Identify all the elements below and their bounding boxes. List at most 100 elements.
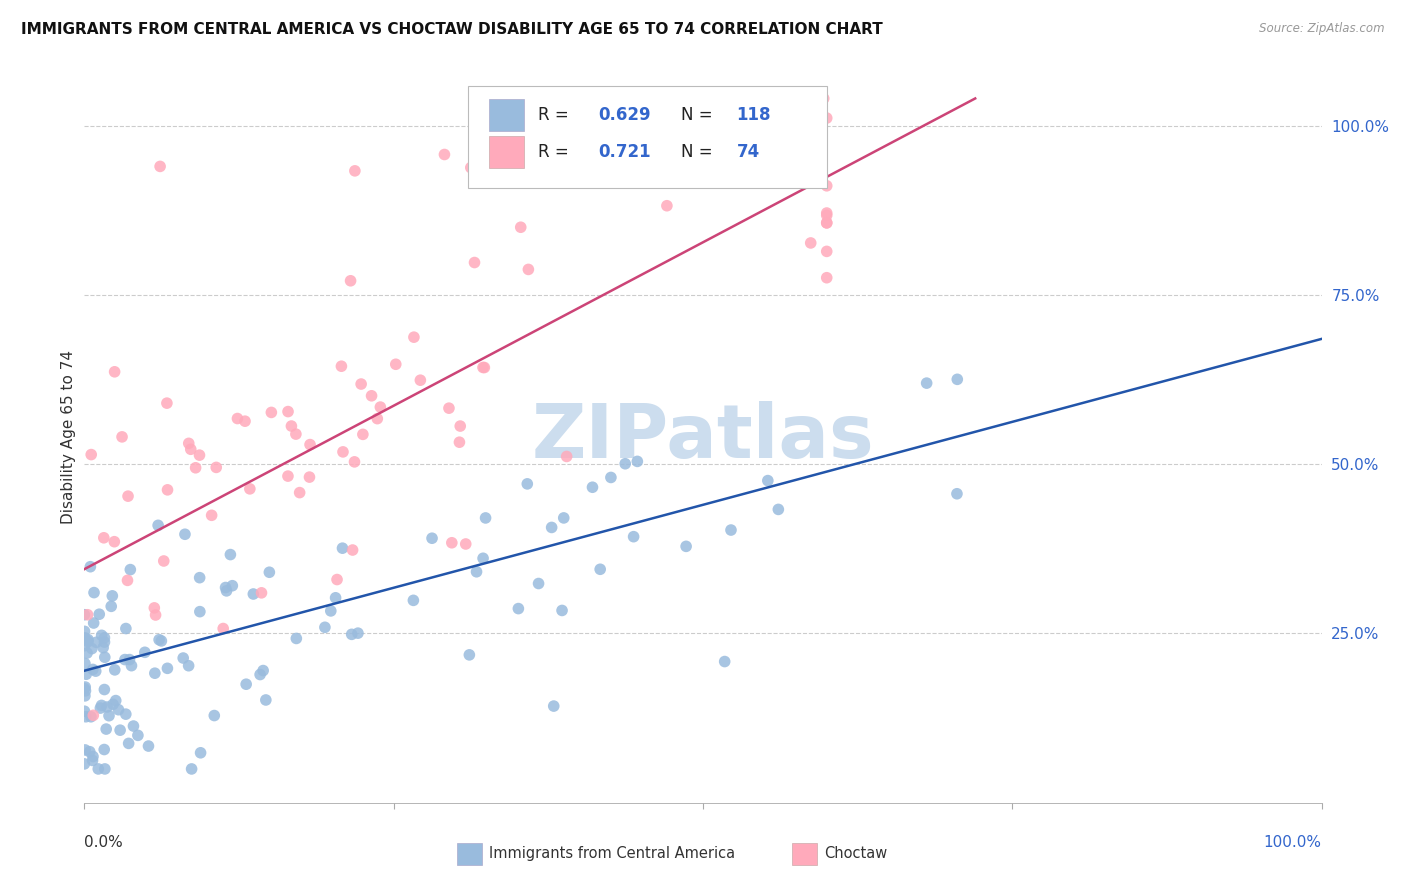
Point [115,622,138,636]
Text: 0.721: 0.721 [598,143,651,161]
Point [339,274,361,288]
Point [80,641,103,656]
Point [342,543,364,558]
Point [174,527,197,541]
Point [82,749,104,764]
Point [540,520,562,534]
Point [73,639,96,653]
Text: Immigrants from Central America: Immigrants from Central America [489,847,735,861]
Point [239,482,262,496]
Point [233,414,256,428]
Point [815,270,838,285]
Point [93,631,115,645]
Point [104,663,127,677]
Point [156,483,179,497]
Point [117,736,139,750]
Point [284,427,307,442]
Point [332,445,354,459]
Point [543,699,565,714]
Point [104,365,127,379]
Point [433,147,456,161]
Point [79,745,101,759]
Point [75,743,97,757]
Point [515,160,537,174]
Point [343,164,366,178]
Point [122,719,145,733]
Point [319,604,342,618]
Point [214,581,236,595]
Point [360,389,382,403]
Point [472,360,495,375]
Point [80,710,103,724]
Point [589,562,612,576]
Text: Source: ZipAtlas.com: Source: ZipAtlas.com [1260,22,1385,36]
Point [205,460,228,475]
Point [83,585,105,599]
Point [82,708,104,723]
Point [288,485,311,500]
Point [768,502,790,516]
Point [472,551,495,566]
Point [93,682,115,697]
Point [527,576,550,591]
Point [73,657,96,671]
Point [120,563,142,577]
Point [285,632,308,646]
Point [517,262,540,277]
Point [366,411,388,425]
Point [384,357,406,371]
Text: 0.629: 0.629 [598,106,651,124]
Point [815,216,838,230]
Point [298,470,321,484]
Point [623,530,645,544]
Point [815,244,838,259]
Point [89,701,111,715]
Point [440,535,463,549]
Point [472,360,495,375]
Point [212,622,235,636]
Point [332,541,354,556]
Point [219,548,242,562]
Point [184,460,207,475]
FancyBboxPatch shape [468,86,827,188]
Point [156,661,179,675]
Point [118,652,141,666]
Point [330,359,353,374]
Point [458,648,481,662]
Point [551,603,574,617]
Point [146,518,169,533]
Point [150,634,173,648]
Point [675,540,697,554]
Point [713,655,735,669]
Point [474,511,496,525]
Point [138,739,160,753]
Point [815,178,838,193]
Point [352,427,374,442]
Text: N =: N = [681,106,717,124]
Point [96,700,118,714]
Point [402,593,425,607]
Point [343,455,366,469]
Point [108,723,131,738]
Point [277,404,299,418]
Point [254,693,277,707]
Point [149,160,172,174]
Point [299,437,322,451]
Point [370,400,392,414]
Point [134,645,156,659]
Point [280,419,302,434]
Point [180,762,202,776]
Point [202,708,225,723]
Point [76,646,98,660]
Point [449,435,471,450]
Point [90,698,112,713]
Y-axis label: Disability Age 65 to 74: Disability Age 65 to 74 [60,350,76,524]
Point [148,632,170,647]
Point [188,448,211,462]
Point [75,683,97,698]
Point [326,573,349,587]
Point [84,664,107,678]
Point [516,476,538,491]
Point [553,511,575,525]
Point [600,470,623,484]
